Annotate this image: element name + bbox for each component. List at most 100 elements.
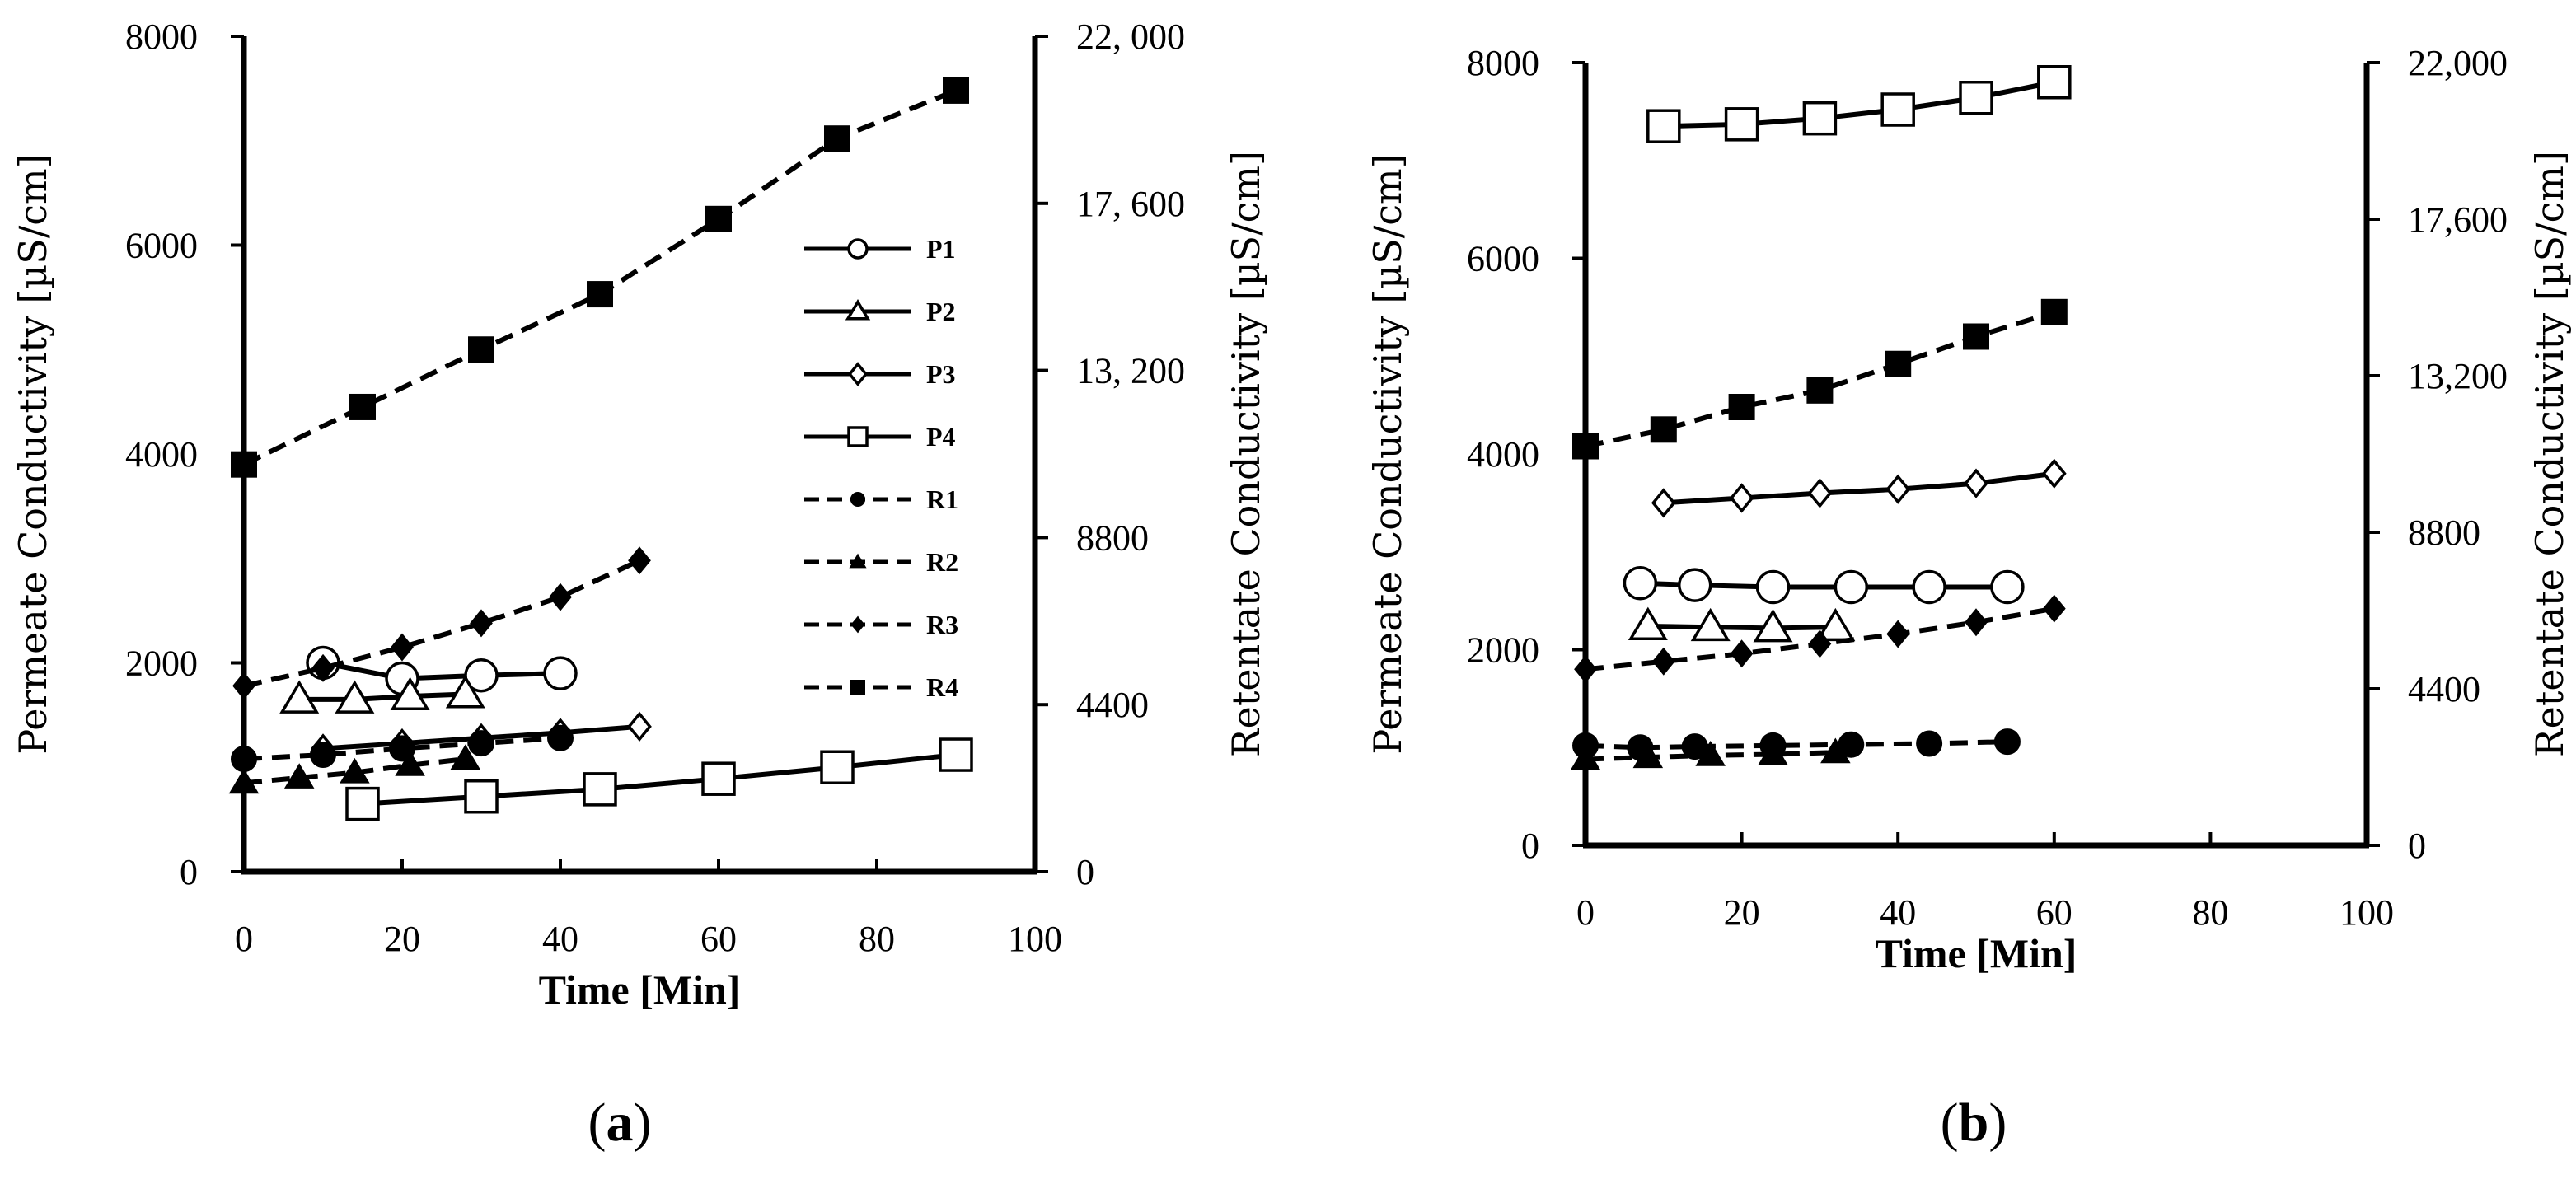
- data-point-p1: [1677, 568, 1712, 602]
- data-point-r2: [1758, 739, 1788, 765]
- data-point-r4: [943, 77, 969, 104]
- series-r4: [1572, 298, 2068, 460]
- data-point-r3: [1651, 647, 1675, 676]
- legend-marker: [849, 553, 867, 569]
- panel-label: (b): [1941, 1093, 2007, 1153]
- data-point-r3: [1886, 620, 1910, 648]
- data-point-r1: [310, 742, 336, 769]
- legend-label: P1: [926, 234, 956, 264]
- right-y-tick-label: 4400: [1076, 685, 1149, 725]
- data-point-p4: [1959, 81, 1993, 115]
- data-point-r4: [587, 281, 613, 308]
- data-point-p2: [1753, 609, 1793, 643]
- data-point-p4: [1802, 101, 1838, 136]
- data-point-p1: [1990, 569, 2025, 605]
- legend-item-r1: R1: [804, 484, 958, 514]
- legend-item-p2: P2: [804, 297, 956, 326]
- data-point-p4: [1646, 109, 1681, 143]
- panel-label-part: (: [588, 1093, 607, 1153]
- legend-item-p4: P4: [804, 422, 956, 452]
- data-point-r4: [468, 336, 494, 363]
- data-point-r1: [547, 724, 574, 751]
- left-y-axis-title: Permeate Conductivity [µS/cm]: [11, 153, 55, 754]
- data-point-r3: [628, 546, 651, 575]
- series-r3: [1574, 594, 2066, 684]
- x-tick-label: 0: [1576, 892, 1595, 933]
- right-y-tick-label: 17, 600: [1076, 184, 1185, 224]
- legend-item-p3: P3: [804, 359, 956, 389]
- data-point-p1: [1912, 569, 1946, 605]
- data-point-r2: [1632, 742, 1664, 769]
- left-y-tick-label: 8000: [1467, 43, 1539, 83]
- left-y-tick-label: 0: [180, 852, 198, 892]
- left-y-tick-label: 4000: [1467, 434, 1539, 475]
- right-y-tick-label: 13,200: [2408, 356, 2508, 396]
- x-tick-label: 80: [859, 919, 895, 959]
- series-p1: [306, 645, 578, 696]
- left-y-tick-label: 0: [1521, 826, 1539, 866]
- series-p2: [279, 675, 485, 714]
- data-point-p1: [1834, 569, 1869, 605]
- left-y-tick-label: 2000: [1467, 630, 1539, 671]
- right-y-tick-label: 0: [2408, 826, 2426, 866]
- data-point-r2: [1695, 741, 1726, 766]
- right-y-tick-label: 17,600: [2408, 199, 2508, 240]
- right-y-tick-label: 22,000: [2408, 43, 2508, 83]
- right-y-tick-label: 0: [1076, 852, 1094, 892]
- x-tick-label: 100: [2339, 892, 2394, 933]
- data-point-r2: [1820, 737, 1851, 764]
- left-y-tick-label: 6000: [1467, 239, 1539, 279]
- left-y-tick-label: 2000: [125, 643, 198, 684]
- data-point-r3: [2042, 594, 2066, 623]
- legend-item-r3: R3: [804, 610, 958, 639]
- data-point-r3: [1965, 608, 1988, 637]
- series-line-r3: [243, 558, 641, 689]
- x-tick-label: 60: [700, 919, 737, 959]
- data-point-r3: [232, 672, 255, 700]
- series-p3: [1651, 458, 2067, 518]
- data-point-r1: [1916, 730, 1943, 757]
- data-point-p3: [1729, 483, 1754, 513]
- x-tick-label: 0: [235, 919, 253, 959]
- legend-item-r4: R4: [804, 672, 958, 702]
- legend-label: P3: [926, 359, 956, 389]
- left-y-axis-title: Permeate Conductivity [µS/cm]: [1365, 153, 1410, 754]
- x-tick-label: 40: [1880, 892, 1916, 933]
- series-r4: [231, 77, 969, 478]
- data-point-r4: [824, 125, 850, 152]
- legend: P1 P2 P3 P4 R1 R2 R3 R4: [804, 234, 958, 702]
- data-point-p4: [820, 750, 855, 784]
- panel-label-part: b: [1959, 1093, 1989, 1153]
- data-point-r4: [1963, 323, 1989, 350]
- data-point-p3: [1885, 474, 1911, 504]
- data-point-p3: [2041, 458, 2067, 489]
- x-axis-title: Time [Min]: [1876, 930, 2077, 976]
- right-y-tick-label: 13, 200: [1076, 351, 1185, 391]
- x-tick-label: 20: [1724, 892, 1760, 933]
- data-point-p4: [583, 772, 617, 807]
- legend-label: P2: [926, 297, 956, 326]
- x-tick-label: 20: [384, 919, 420, 959]
- legend-label: R1: [926, 484, 958, 514]
- data-point-r2: [340, 757, 370, 784]
- series-line-p1: [322, 660, 561, 681]
- data-point-r2: [283, 763, 315, 789]
- legend-marker: [847, 362, 869, 386]
- data-point-r3: [1808, 629, 1832, 658]
- panel-label-part: (: [1941, 1093, 1959, 1153]
- x-tick-label: 80: [2192, 892, 2228, 933]
- data-point-p4: [701, 761, 736, 796]
- data-point-p3: [1964, 468, 1988, 498]
- data-point-r2: [228, 768, 260, 794]
- data-point-r4: [231, 451, 257, 478]
- legend-label: P4: [926, 422, 956, 452]
- left-y-tick-label: 8000: [125, 16, 198, 57]
- data-point-r1: [468, 730, 494, 757]
- series-line-r2: [243, 756, 466, 786]
- data-point-r3: [549, 583, 572, 611]
- data-point-p2: [1815, 607, 1856, 642]
- data-point-r4: [1650, 416, 1677, 443]
- data-point-r4: [1806, 377, 1834, 404]
- series-line-p2: [299, 691, 466, 702]
